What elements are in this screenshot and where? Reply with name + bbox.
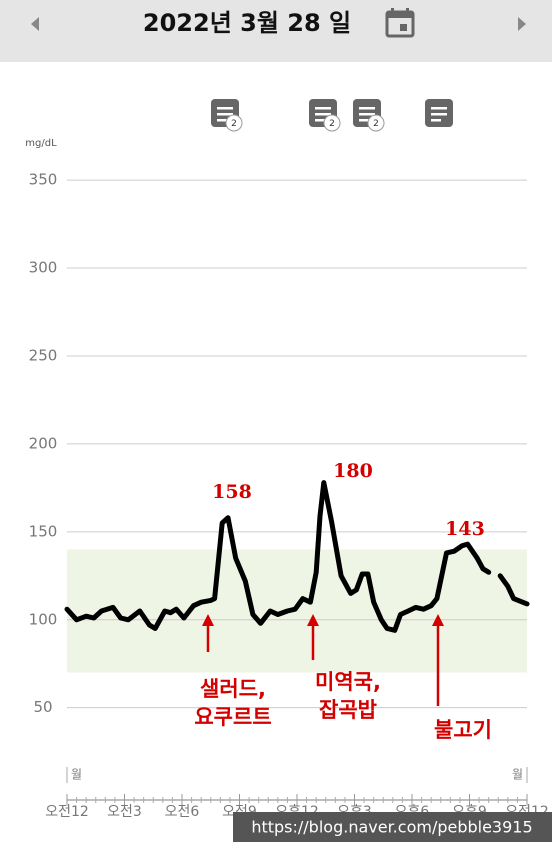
meal-label: 미역국, bbox=[315, 670, 381, 694]
note-line bbox=[315, 119, 325, 122]
note-line bbox=[359, 107, 375, 110]
meal-label: 잡곡밥 bbox=[319, 698, 377, 722]
y-axis-unit: mg/dL bbox=[25, 138, 57, 149]
header-bar bbox=[0, 0, 552, 62]
prev-day-button[interactable] bbox=[31, 17, 39, 31]
glucose-line bbox=[64, 480, 530, 633]
meal-label: 샐러드, bbox=[200, 677, 266, 701]
badge-count: 2 bbox=[329, 119, 335, 129]
note-line bbox=[431, 107, 447, 110]
meal-arrowhead bbox=[202, 614, 214, 626]
x-tick-label: 오전12 bbox=[45, 804, 89, 820]
day-label: 월 bbox=[512, 768, 523, 782]
badge bbox=[367, 114, 385, 132]
badge bbox=[225, 114, 243, 132]
note-line bbox=[431, 119, 441, 122]
note-line bbox=[217, 119, 227, 122]
x-tick-label: 오전6 bbox=[165, 804, 200, 820]
y-tick-label: 300 bbox=[29, 259, 58, 277]
y-tick-label: 150 bbox=[29, 522, 58, 540]
badge-count: 2 bbox=[231, 119, 237, 129]
y-tick-label: 100 bbox=[29, 610, 58, 628]
watermark: https://blog.naver.com/pebble3915 bbox=[251, 818, 532, 837]
meal-record-icon[interactable]: 2 bbox=[353, 99, 385, 132]
note-line bbox=[359, 119, 369, 122]
note-line bbox=[315, 107, 331, 110]
peak-label: 180 bbox=[333, 460, 373, 482]
meal-record-icon[interactable]: 2 bbox=[211, 99, 243, 132]
target-range bbox=[67, 549, 527, 673]
meal-arrowhead bbox=[432, 614, 444, 626]
note-line bbox=[315, 113, 331, 116]
note-line bbox=[217, 113, 233, 116]
day-label: 월 bbox=[71, 768, 82, 782]
next-day-button[interactable] bbox=[518, 17, 526, 31]
y-tick-label: 250 bbox=[29, 346, 58, 364]
peak-label: 158 bbox=[212, 481, 252, 503]
date-title: 2022년 3월 28 일 bbox=[143, 9, 351, 37]
note-line bbox=[217, 107, 233, 110]
note-line bbox=[359, 113, 375, 116]
calendar-button[interactable] bbox=[385, 8, 415, 38]
y-tick-label: 200 bbox=[29, 434, 58, 452]
note-line bbox=[431, 113, 447, 116]
y-tick-label: 50 bbox=[33, 698, 52, 716]
meal-record-icon[interactable]: 2 bbox=[309, 99, 341, 132]
badge-count: 2 bbox=[373, 119, 379, 129]
meal-arrowhead bbox=[307, 614, 319, 626]
meal-record-icon[interactable] bbox=[425, 99, 453, 127]
badge bbox=[323, 114, 341, 132]
x-tick-label: 오전3 bbox=[107, 804, 142, 820]
y-tick-label: 350 bbox=[29, 171, 58, 189]
peak-label: 143 bbox=[445, 518, 485, 540]
watermark-box bbox=[233, 812, 552, 842]
meal-label: 불고기 bbox=[434, 718, 492, 742]
meal-label: 요쿠르트 bbox=[194, 705, 271, 729]
